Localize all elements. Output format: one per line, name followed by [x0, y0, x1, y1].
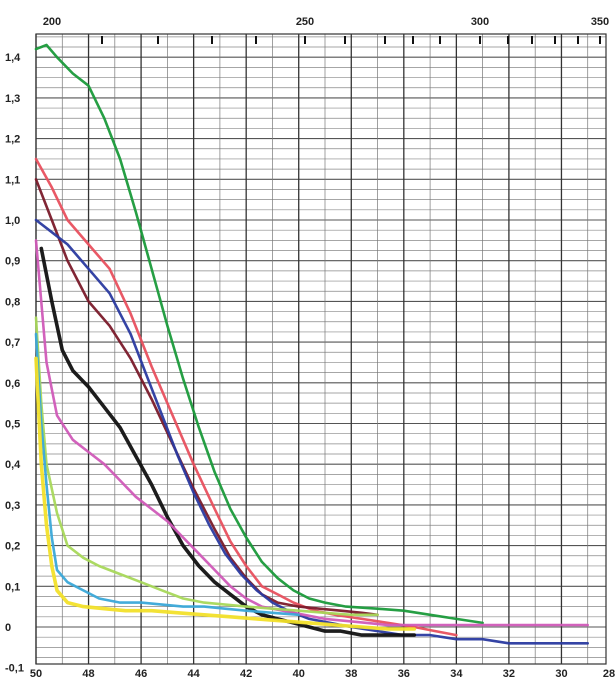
x-tick-label: 32	[503, 668, 515, 679]
series-line-5	[34, 239, 589, 627]
series-line-4	[39, 246, 417, 637]
y-tick-label: 0,7	[5, 337, 20, 349]
y-tick-label: 0,2	[5, 541, 20, 553]
x-tick-label: 48	[82, 668, 94, 679]
series-line-3	[34, 218, 589, 645]
y-tick-label: 1,4	[5, 52, 21, 64]
y-tick-label: 0,4	[5, 459, 21, 471]
y-tick-label: 0,1	[5, 581, 20, 593]
series-line-7	[34, 332, 300, 617]
y-tick-label: 0,3	[5, 500, 20, 512]
top-tick-label: 350	[591, 16, 609, 28]
x-axis: 50 48 46 44 42 40 38 36 34 32 30 28	[30, 668, 615, 679]
top-axis: 200 250 300 350	[43, 16, 609, 44]
x-tick-label: 40	[293, 668, 305, 679]
x-tick-label: 36	[398, 668, 410, 679]
y-tick-label: 1,1	[5, 174, 20, 186]
y-tick-label: -0,1	[5, 663, 24, 675]
top-tick-label: 250	[296, 16, 314, 28]
x-tick-label: 34	[450, 668, 463, 679]
series-line-6	[34, 316, 379, 617]
y-tick-label: 1,2	[5, 134, 20, 146]
y-tick-label: 1,0	[5, 215, 20, 227]
top-tick-label: 300	[471, 16, 489, 28]
y-tick-label: 0	[5, 622, 11, 634]
series-line-8	[34, 356, 417, 631]
series-line-2	[34, 178, 379, 617]
y-tick-label: 0,9	[5, 256, 20, 268]
x-tick-label: 38	[345, 668, 357, 679]
x-tick-label: 44	[188, 668, 201, 679]
y-axis: -0,1 0 0,1 0,2 0,3 0,4 0,5 0,6 0,7 0,8 0,9 1,0 1,1 1,…	[5, 52, 24, 675]
series-group	[34, 43, 589, 645]
x-tick-label: 30	[555, 668, 567, 679]
series-line-1	[34, 157, 458, 637]
y-tick-label: 1,3	[5, 93, 20, 105]
y-tick-label: 0,5	[5, 419, 20, 431]
x-tick-label: 46	[135, 668, 147, 679]
x-tick-label: 28	[603, 668, 615, 679]
y-tick-label: 0,8	[5, 296, 20, 308]
x-tick-label: 42	[240, 668, 252, 679]
y-tick-label: 0,6	[5, 378, 20, 390]
grid	[35, 33, 607, 665]
top-tick-label: 200	[43, 16, 61, 28]
x-tick-label: 50	[30, 668, 42, 679]
series-line-0	[34, 43, 484, 625]
